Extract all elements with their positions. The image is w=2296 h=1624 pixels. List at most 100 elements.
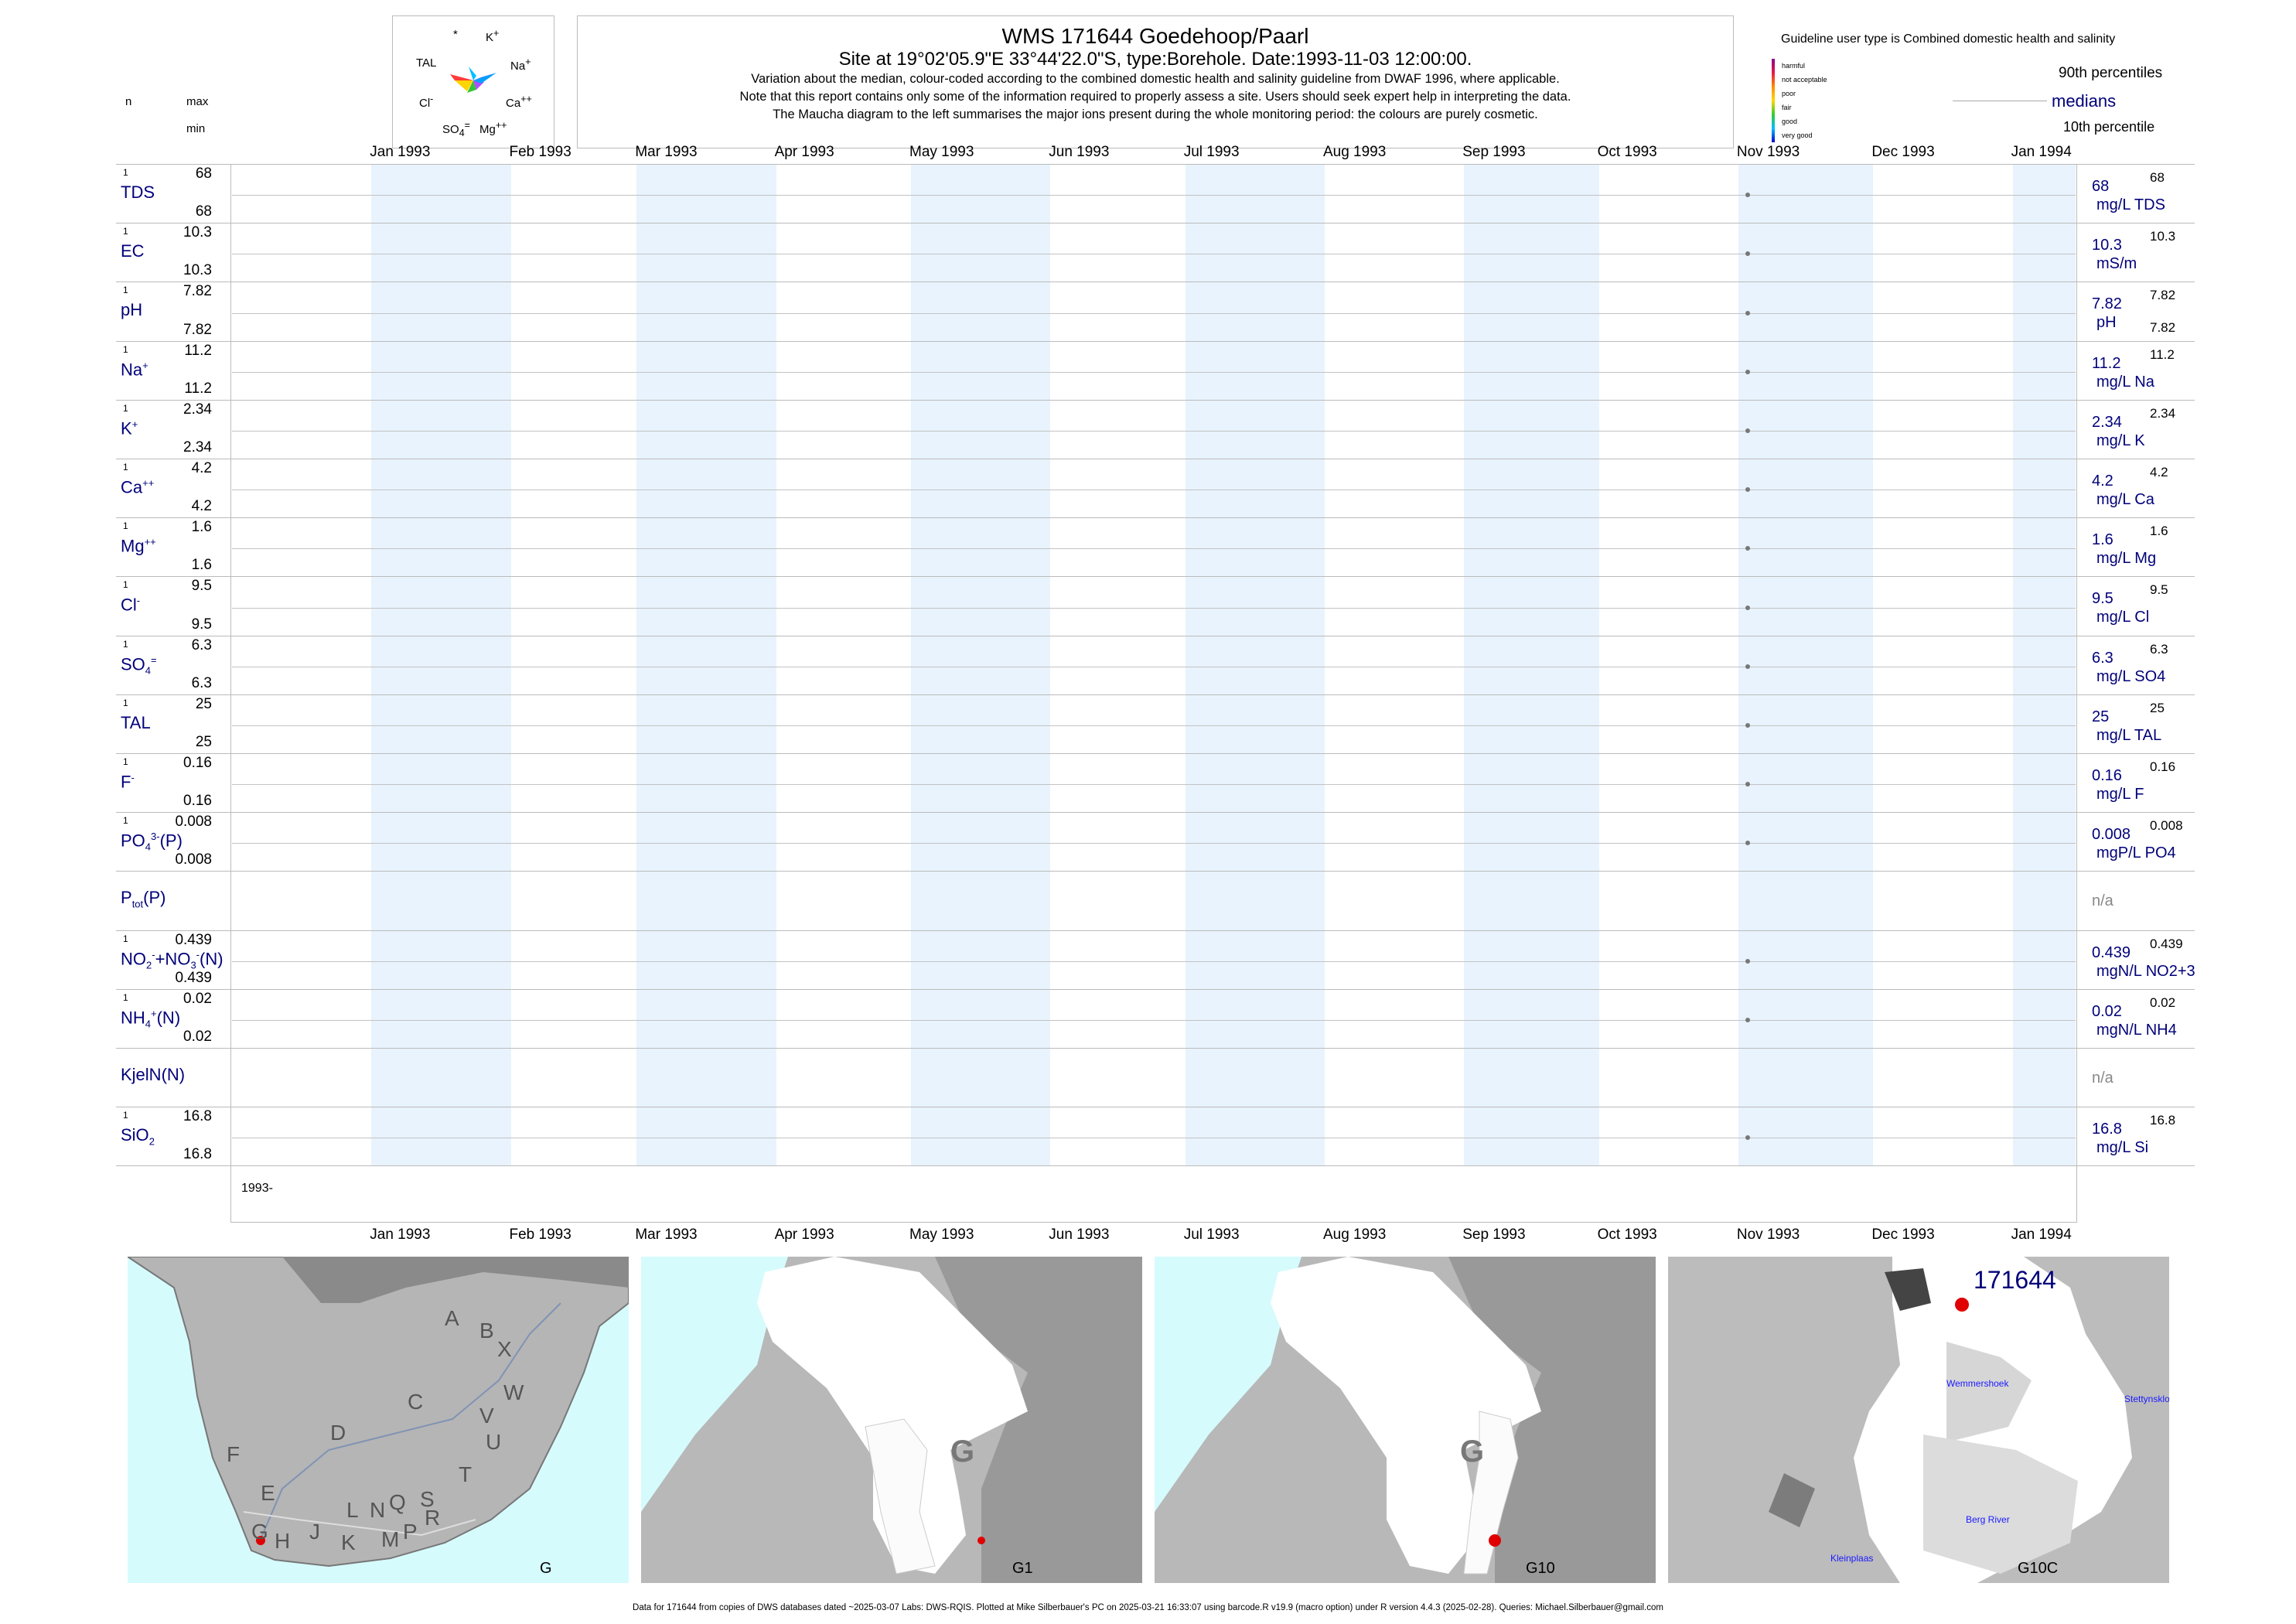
month-label-bottom: Jul 1993 [1183, 1227, 1240, 1243]
row-na-kjeln: n/a [2092, 1070, 2113, 1087]
row-max: 7.82 [183, 283, 212, 300]
month-label-top: Jan 1993 [370, 144, 431, 160]
row-unit: mg/L Si [2096, 1139, 2149, 1157]
row-n-count: 1 [123, 402, 128, 414]
row-n-count: 1 [123, 579, 128, 591]
row-max: 6.3 [191, 636, 212, 653]
row-unit: mgN/L NO2+3 [2096, 962, 2195, 980]
row-n-count: 1 [123, 167, 128, 178]
month-label-top: Jun 1993 [1049, 144, 1110, 160]
col-n: n [125, 95, 132, 108]
row-right-max: 16.8 [2150, 1113, 2176, 1128]
row-separator [116, 164, 2195, 165]
legend-p90: 90th percentiles [2059, 65, 2163, 81]
data-point-nh4 [1745, 1017, 1750, 1022]
median-line [232, 725, 2076, 726]
row-separator [116, 812, 2195, 814]
row-median-value: 1.6 [2092, 531, 2113, 549]
legend-title: Guideline user type is Combined domestic… [1781, 32, 2116, 46]
month-label-top: Dec 1993 [1871, 144, 1935, 160]
row-min: 0.008 [175, 851, 212, 868]
month-label-bottom: Jun 1993 [1049, 1227, 1110, 1243]
row-unit: mg/L Cl [2096, 609, 2150, 626]
month-label-top: Jan 1994 [2011, 144, 2072, 160]
row-max: 0.439 [175, 931, 212, 948]
map-letter-d: D [330, 1421, 346, 1445]
median-line [232, 843, 2076, 844]
row-name-kjeln: KjelN(N) [121, 1065, 186, 1084]
row-right-max: 0.008 [2150, 818, 2183, 834]
row-separator [116, 1048, 2195, 1049]
row-name-no3: NO2-+NO3-(N) [121, 948, 223, 971]
map-letter-j: J [309, 1520, 320, 1544]
maucha-tal: TAL [416, 56, 437, 70]
map-letter-l: L [346, 1498, 359, 1522]
maucha-k: K+ [486, 28, 500, 44]
row-max: 68 [195, 165, 212, 182]
month-label-top: Feb 1993 [509, 144, 571, 160]
month-label-bottom: Sep 1993 [1462, 1227, 1526, 1243]
row-separator [116, 399, 2195, 401]
row-n-count: 1 [123, 343, 128, 355]
map-g10: G G10 [1155, 1257, 1656, 1583]
row-right-max: 0.02 [2150, 995, 2176, 1010]
row-name-po4: PO43-(P) [121, 831, 183, 853]
map-g10-svg [1155, 1257, 1656, 1583]
row-separator [116, 988, 2195, 990]
data-point-so4 [1745, 664, 1750, 669]
map-letter-r: R [425, 1506, 441, 1530]
data-point-no3 [1745, 958, 1750, 964]
row-n-count: 1 [123, 991, 128, 1003]
month-band [1464, 164, 1599, 1166]
row-right-max: 2.34 [2150, 405, 2176, 421]
row-n-count: 1 [123, 697, 128, 708]
month-label-top: Jul 1993 [1183, 144, 1240, 160]
row-name-tds: TDS [121, 183, 155, 202]
row-right-max: 0.16 [2150, 759, 2176, 774]
map-south-africa: A B X W C V U D T F E L N Q S R J G H K … [128, 1257, 629, 1583]
row-min: 10.3 [183, 262, 212, 279]
row-median-value: 4.2 [2092, 473, 2113, 490]
month-label-bottom: Jan 1994 [2011, 1227, 2072, 1243]
data-point-ec [1745, 251, 1750, 257]
row-n-count: 1 [123, 462, 128, 473]
map-letter-c: C [408, 1390, 424, 1414]
row-median-value: 16.8 [2092, 1121, 2122, 1138]
report-note-1: Variation about the median, colour-coded… [751, 72, 1560, 86]
row-n-count: 1 [123, 756, 128, 767]
map-letter-u: U [486, 1430, 502, 1454]
month-label-top: Mar 1993 [635, 144, 698, 160]
row-min: 9.5 [191, 616, 212, 633]
data-point-ph [1745, 310, 1750, 316]
data-point-mg [1745, 546, 1750, 551]
median-line [232, 312, 2076, 314]
row-unit: mg/L Na [2096, 373, 2154, 391]
row-max: 10.3 [183, 224, 212, 241]
row-separator [116, 281, 2195, 283]
row-right-max: 9.5 [2150, 582, 2168, 598]
map-letter-e: E [261, 1481, 275, 1505]
month-label-top: May 1993 [909, 144, 974, 160]
row-name-cl: Cl- [121, 595, 141, 615]
row-max: 4.2 [191, 460, 212, 476]
month-label-top: Nov 1993 [1736, 144, 1800, 160]
map-g1-region: G [950, 1435, 975, 1469]
legend-p10: 10th percentile [2063, 119, 2155, 135]
median-line [232, 195, 2076, 196]
row-n-count: 1 [123, 520, 128, 532]
month-label-bottom: Apr 1993 [774, 1227, 834, 1243]
row-median-value: 68 [2092, 178, 2110, 195]
maucha-sector-3 [467, 80, 476, 93]
legend-very-good: very good [1782, 131, 1813, 139]
map-letter-t: T [459, 1462, 473, 1486]
place-berg-river: Berg River [1966, 1514, 2010, 1525]
month-label-top: Apr 1993 [774, 144, 834, 160]
row-min: 7.82 [183, 321, 212, 338]
row-name-ph: pH [121, 300, 143, 320]
legend-fair: fair [1782, 104, 1792, 111]
row-median-value: 7.82 [2092, 295, 2122, 313]
month-band [1185, 164, 1325, 1166]
row-unit: mg/L Ca [2096, 491, 2154, 508]
row-max: 0.008 [175, 814, 212, 831]
row-n-count: 1 [123, 1110, 128, 1121]
